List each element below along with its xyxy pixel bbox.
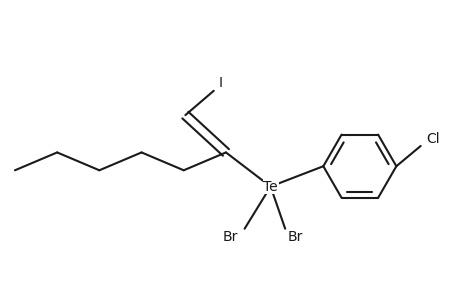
- Text: I: I: [218, 76, 222, 90]
- Text: Cl: Cl: [425, 133, 439, 146]
- Text: Br: Br: [222, 230, 237, 244]
- Text: Te: Te: [263, 179, 277, 194]
- Text: Br: Br: [286, 230, 302, 244]
